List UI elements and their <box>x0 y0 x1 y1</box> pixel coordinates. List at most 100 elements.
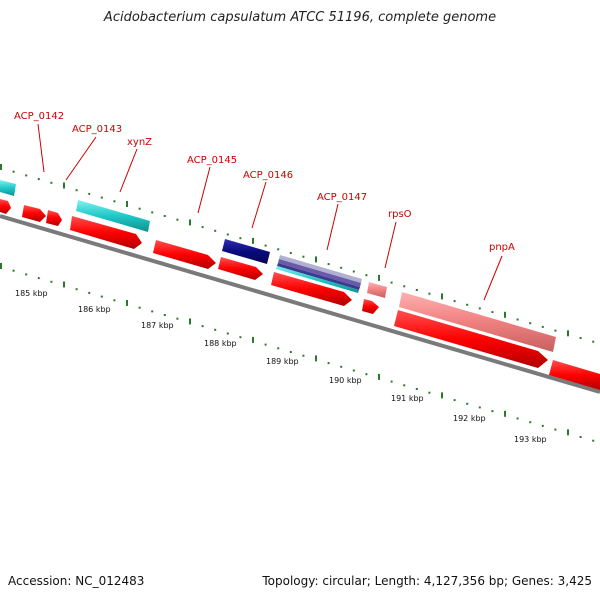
upper-major-tick <box>567 330 569 337</box>
upper-minor-tick <box>541 325 544 328</box>
lower-minor-tick <box>50 280 53 283</box>
lower-minor-tick <box>289 351 292 353</box>
upper-minor-tick <box>529 322 532 325</box>
upper-minor-tick <box>214 229 217 232</box>
upper-minor-tick <box>428 292 431 295</box>
upper-major-tick <box>189 219 191 226</box>
gene-red-acp0146[interactable] <box>218 257 263 280</box>
lower-tick-row <box>0 263 595 442</box>
upper-minor-tick <box>554 329 557 332</box>
gene-red-acp0143[interactable] <box>46 210 62 226</box>
lower-minor-tick <box>579 436 582 438</box>
upper-minor-tick <box>88 192 91 195</box>
lower-minor-tick <box>88 291 91 294</box>
lower-minor-tick <box>100 295 103 298</box>
upper-major-tick <box>441 293 443 300</box>
gene-pink-pnpa[interactable] <box>399 292 556 352</box>
gene-leader-lines <box>37 123 503 301</box>
upper-minor-tick <box>201 226 204 229</box>
lower-minor-tick <box>25 273 28 276</box>
scale-label-191: 191 kbp <box>391 394 424 403</box>
gene-labels: ACP_0142 ACP_0143 xynZ ACP_0145 ACP_0146… <box>14 111 515 253</box>
upper-minor-tick <box>176 218 179 221</box>
gene-cyan-acp0147[interactable] <box>276 266 359 293</box>
gene-cyan-xynz[interactable] <box>76 200 150 232</box>
lower-minor-tick <box>264 343 267 346</box>
lower-major-tick <box>0 263 2 269</box>
upper-minor-tick <box>390 281 393 284</box>
lower-major-tick <box>189 318 191 325</box>
upper-minor-tick <box>151 211 154 214</box>
gene-label-acp0143: ACP_0143 <box>72 124 122 135</box>
lower-minor-tick <box>541 424 544 427</box>
upper-minor-tick <box>37 178 40 181</box>
accession-text: Accession: NC_012483 <box>8 574 145 588</box>
scale-label-188: 188 kbp <box>204 339 237 348</box>
gene-red-xynz[interactable] <box>70 216 142 249</box>
lower-major-tick <box>504 410 506 417</box>
gene-red-rpso[interactable] <box>362 299 379 314</box>
lower-minor-tick <box>529 421 532 424</box>
upper-minor-tick <box>163 215 166 217</box>
gene-red-acp0142[interactable] <box>22 205 46 222</box>
upper-minor-tick <box>25 174 28 177</box>
upper-minor-tick <box>478 307 481 310</box>
lower-minor-tick <box>428 391 431 394</box>
lower-major-tick <box>315 355 317 362</box>
scale-label-185: 185 kbp <box>15 289 48 298</box>
lower-minor-tick <box>415 388 418 390</box>
lower-minor-tick <box>176 317 179 320</box>
lower-major-tick <box>567 429 569 436</box>
gene-purple-acp0147[interactable] <box>278 259 361 287</box>
scale-label-192: 192 kbp <box>453 414 486 423</box>
lower-major-tick <box>441 392 443 399</box>
upper-minor-tick <box>226 233 229 236</box>
upper-major-tick <box>252 237 254 244</box>
gene-navy-acp0146[interactable] <box>222 239 270 264</box>
gene-label-acp0146: ACP_0146 <box>243 170 293 181</box>
lower-minor-tick <box>327 362 330 365</box>
gene-red-left-1[interactable] <box>0 199 11 214</box>
upper-minor-tick <box>113 200 116 203</box>
lower-minor-tick <box>163 314 166 316</box>
lower-minor-tick <box>226 332 229 335</box>
scale-label-193: 193 kbp <box>514 435 547 444</box>
gene-grey-acp0147[interactable] <box>279 255 362 283</box>
lower-minor-tick <box>151 310 154 313</box>
gene-navy-acp0147[interactable] <box>277 263 360 290</box>
gene-track <box>0 180 600 390</box>
upper-minor-tick <box>365 274 368 277</box>
lower-minor-tick <box>453 399 456 402</box>
upper-minor-tick <box>264 244 267 247</box>
lower-minor-tick <box>302 354 305 357</box>
gene-red-right[interactable] <box>549 360 600 390</box>
upper-minor-tick <box>592 340 595 343</box>
scale-label-186: 186 kbp <box>78 305 111 314</box>
gene-red-acp0147[interactable] <box>271 272 352 306</box>
upper-major-tick <box>504 311 506 318</box>
upper-minor-tick <box>277 248 280 251</box>
lower-minor-tick <box>340 365 343 368</box>
lower-minor-tick <box>478 406 481 409</box>
gene-label-rpso: rpsO <box>388 209 412 220</box>
lower-minor-tick <box>390 380 393 383</box>
gene-label-acp0147: ACP_0147 <box>317 192 367 203</box>
gene-pink-rpso[interactable] <box>367 282 387 298</box>
lower-minor-tick <box>201 325 204 328</box>
lower-minor-tick <box>403 384 406 387</box>
gene-cyan-left[interactable] <box>0 180 16 196</box>
gene-label-xynz: xynZ <box>127 137 152 148</box>
upper-major-tick <box>0 164 2 170</box>
lower-minor-tick <box>592 439 595 442</box>
upper-minor-tick <box>516 318 519 321</box>
upper-minor-tick <box>100 196 103 199</box>
upper-minor-tick <box>302 255 305 258</box>
gene-red-acp0145[interactable] <box>153 240 216 269</box>
lower-minor-tick <box>12 269 15 272</box>
gene-red-pnpa[interactable] <box>394 310 548 368</box>
genome-backbone <box>0 214 600 394</box>
upper-minor-tick <box>75 189 78 192</box>
lower-minor-tick <box>239 336 242 339</box>
upper-minor-tick <box>352 270 355 273</box>
